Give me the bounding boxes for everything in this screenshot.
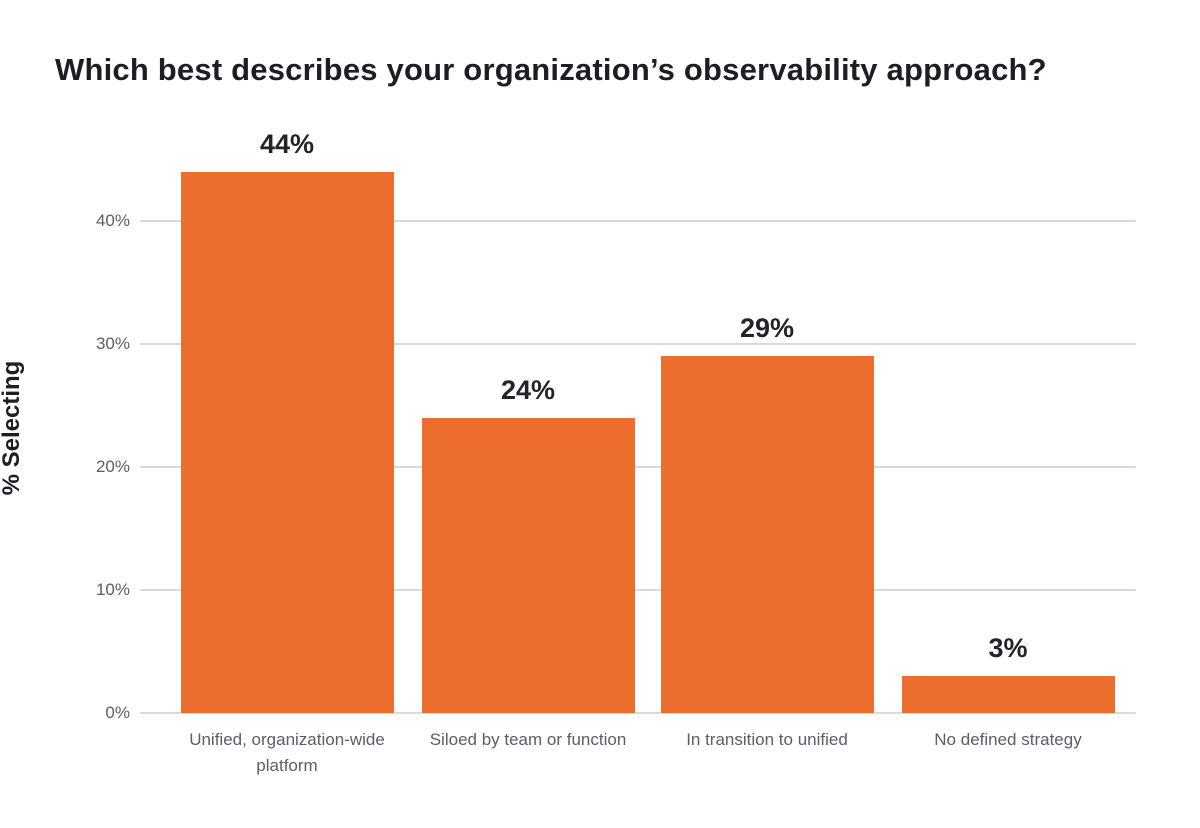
category-label: No defined strategy [934,730,1082,749]
y-tick-label: 0% [105,703,130,722]
category-label: In transition to unified [686,730,848,749]
y-tick-label: 40% [95,211,130,230]
bar [901,676,1115,713]
bar-value-label: 3% [988,633,1028,663]
bar [660,356,874,713]
category-label: Unified, organization-wide platform [189,730,385,775]
y-tick-label: 20% [95,457,130,476]
bar-value-label: 24% [500,375,556,405]
gridline-0% [140,712,1136,714]
bar [180,172,394,713]
gridline-10% [140,589,1136,591]
gridline-30% [140,343,1136,345]
bar-value-label: 29% [739,313,795,343]
y-tick-label: 10% [95,580,130,599]
y-tick-label: 30% [95,334,130,353]
chart-title: Which best describes your organization’s… [55,52,1047,87]
bar-value-label: 44% [259,129,315,159]
bar [421,418,635,713]
gridline-20% [140,466,1136,468]
y-axis-label: % Selecting [0,360,25,496]
gridline-40% [140,220,1136,222]
category-label: Siloed by team or function [429,730,627,749]
